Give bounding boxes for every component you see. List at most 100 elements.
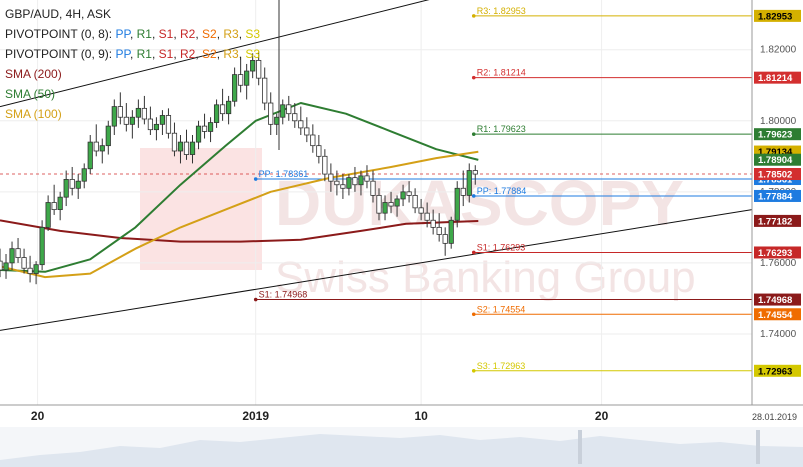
candle-body-down <box>165 115 172 134</box>
candle[interactable] <box>147 106 153 135</box>
candle[interactable] <box>376 188 382 221</box>
candle[interactable] <box>39 220 45 270</box>
candle[interactable] <box>364 165 370 189</box>
candle[interactable] <box>195 120 202 150</box>
candle[interactable] <box>370 170 376 203</box>
candle[interactable] <box>454 181 460 228</box>
candle[interactable] <box>256 51 262 86</box>
candle[interactable] <box>280 99 286 125</box>
candle[interactable] <box>57 191 63 221</box>
candle[interactable] <box>201 113 208 139</box>
candle-body-up <box>250 59 256 72</box>
navigator[interactable] <box>0 427 803 467</box>
candle[interactable] <box>430 209 436 235</box>
candle[interactable] <box>334 170 340 196</box>
candle[interactable] <box>442 227 448 256</box>
navigator-handle-left[interactable] <box>578 430 582 464</box>
y-tick-label: 1.80000 <box>760 116 797 127</box>
candle[interactable] <box>262 67 268 111</box>
candle[interactable] <box>382 195 388 221</box>
candle[interactable] <box>207 117 214 143</box>
candle[interactable] <box>268 92 274 135</box>
moving-averages <box>0 102 479 279</box>
candle[interactable] <box>472 165 478 185</box>
candle[interactable] <box>238 56 244 93</box>
candle[interactable] <box>165 108 172 139</box>
candle[interactable] <box>219 88 226 121</box>
candle-body-down <box>69 179 75 189</box>
candle[interactable] <box>412 188 418 214</box>
candle[interactable] <box>189 135 196 164</box>
candle[interactable] <box>406 181 412 203</box>
candle[interactable] <box>183 129 190 160</box>
candle[interactable] <box>75 174 81 199</box>
candle[interactable] <box>105 120 111 155</box>
sma-200-line[interactable] <box>0 219 479 243</box>
candle[interactable] <box>45 195 51 231</box>
candle[interactable] <box>141 95 147 125</box>
candle[interactable] <box>63 170 69 207</box>
candle[interactable] <box>298 106 304 135</box>
candle[interactable] <box>388 191 394 214</box>
candle[interactable] <box>346 174 352 196</box>
candle-body-up <box>177 141 184 152</box>
candle[interactable] <box>436 213 442 242</box>
candle[interactable] <box>358 170 364 196</box>
candle[interactable] <box>322 149 328 182</box>
candle[interactable] <box>213 99 220 128</box>
candle[interactable] <box>3 254 9 279</box>
candle[interactable] <box>274 113 280 135</box>
candle[interactable] <box>177 135 184 164</box>
candle[interactable] <box>129 110 135 139</box>
candle[interactable] <box>27 255 33 283</box>
trendline-upper[interactable] <box>0 0 541 108</box>
candle[interactable] <box>448 216 454 249</box>
indicator-tag-bg <box>754 168 801 181</box>
legend-separator: , <box>239 27 246 41</box>
trendline-lower[interactable] <box>0 209 753 331</box>
candle[interactable] <box>171 122 178 157</box>
candle-body-down <box>27 267 33 274</box>
candle[interactable] <box>394 195 400 217</box>
candle[interactable] <box>123 103 129 132</box>
candle[interactable] <box>328 163 334 192</box>
navigator-handle-right[interactable] <box>756 430 760 464</box>
candle[interactable] <box>310 124 316 153</box>
candle[interactable] <box>9 241 15 270</box>
candle[interactable] <box>244 63 250 100</box>
candle[interactable] <box>15 238 21 263</box>
legend-separator: , <box>173 47 180 61</box>
candle[interactable] <box>460 170 466 207</box>
candle[interactable] <box>286 95 292 121</box>
candle-body-down <box>316 145 322 157</box>
candle[interactable] <box>87 135 93 175</box>
candle[interactable] <box>93 124 99 157</box>
candle[interactable] <box>111 99 117 135</box>
candle[interactable] <box>400 184 406 207</box>
candle[interactable] <box>159 110 166 135</box>
candle[interactable] <box>304 117 310 143</box>
sma-100-line[interactable] <box>0 150 479 279</box>
candle[interactable] <box>99 138 105 164</box>
candle[interactable] <box>21 248 27 274</box>
candle[interactable] <box>0 248 3 278</box>
candle[interactable] <box>316 135 322 164</box>
candle[interactable] <box>153 117 160 141</box>
candle[interactable] <box>226 95 232 125</box>
candle[interactable] <box>232 67 238 107</box>
candle[interactable] <box>340 174 346 199</box>
candle[interactable] <box>418 198 424 221</box>
candle[interactable] <box>292 103 298 128</box>
candle[interactable] <box>117 92 123 125</box>
candle[interactable] <box>466 163 472 203</box>
candle[interactable] <box>51 184 57 215</box>
candle[interactable] <box>352 166 358 192</box>
candle[interactable] <box>135 99 141 128</box>
sma-50-line[interactable] <box>0 102 479 273</box>
candle[interactable] <box>69 166 75 196</box>
candle[interactable] <box>33 261 39 285</box>
candle[interactable] <box>424 202 430 228</box>
candle[interactable] <box>81 163 87 189</box>
candle[interactable] <box>250 53 256 79</box>
